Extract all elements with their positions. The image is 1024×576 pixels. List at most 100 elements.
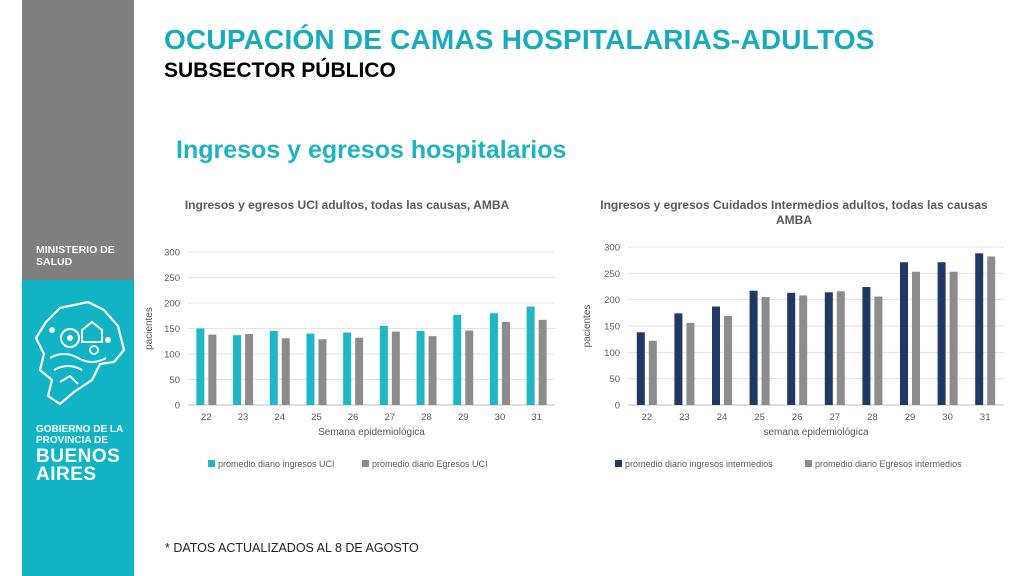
intermedios-y-tick-label: 100 (604, 348, 620, 359)
intermedios-bar-egresos (648, 340, 657, 405)
buenos-aires-label: BUENOS AIRES (36, 446, 121, 485)
uci-x-axis-label: Semana epidemiológica (318, 427, 425, 438)
gov-line-2: PROVINCIA DE (36, 435, 108, 446)
uci-x-tick-label: 29 (458, 412, 469, 423)
intermedios-bar-ingresos (674, 313, 683, 405)
intermedios-y-axis-label: pacientes (582, 305, 593, 348)
uci-y-tick-label: 200 (164, 299, 180, 310)
intermedios-x-tick-label: 30 (942, 412, 953, 423)
intermedios-x-tick-label: 26 (792, 412, 803, 423)
uci-x-tick-label: 26 (348, 412, 359, 423)
intermedios-bar-ingresos (749, 290, 758, 405)
intermedios-x-tick-label: 29 (905, 412, 916, 423)
intermedios-bar-ingresos (712, 306, 720, 405)
intermedios-bar-ingresos (862, 287, 871, 405)
ba-line-1: BUENOS (36, 446, 121, 467)
uci-bar-egresos (391, 331, 400, 405)
sidebar-gray-panel (22, 0, 134, 280)
intermedios-legend-label: promedio diario Egresos intermedios (815, 459, 962, 469)
ba-line-2: AIRES (36, 464, 97, 485)
uci-bar-ingresos (306, 333, 315, 405)
intermedios-y-tick-label: 250 (604, 269, 620, 280)
intermedios-bar-egresos (799, 295, 808, 405)
intermedios-bar-egresos (874, 296, 883, 405)
uci-y-tick-label: 300 (164, 248, 180, 259)
intermedios-legend-label: promedio diario ingresos intermedios (625, 459, 773, 469)
uci-y-tick-label: 50 (169, 375, 180, 386)
uci-x-tick-label: 24 (274, 412, 285, 423)
uci-bar-egresos (355, 337, 364, 405)
uci-bar-egresos (245, 334, 254, 405)
uci-bar-egresos (501, 321, 510, 405)
ministry-label: MINISTERIO DE SALUD (36, 244, 131, 268)
uci-x-tick-label: 30 (495, 412, 506, 423)
uci-bar-ingresos (343, 332, 352, 405)
intermedios-bar-ingresos (787, 292, 796, 405)
intermedios-x-axis-label: semana epidemiológica (763, 427, 869, 438)
gov-line-1: GOBIERNO DE LA (36, 424, 124, 435)
intermedios-y-tick-label: 50 (609, 374, 620, 385)
uci-x-tick-label: 25 (311, 412, 322, 423)
page-subtitle: SUBSECTOR PÚBLICO (164, 59, 396, 82)
uci-bar-ingresos (379, 325, 388, 405)
intermedios-bar-egresos (912, 271, 920, 405)
uci-legend-swatch (208, 460, 215, 467)
uci-bar-ingresos (416, 331, 425, 405)
intermedios-title: Ingresos y egresos Cuidados Intermedios … (600, 198, 988, 212)
uci-bar-egresos (318, 339, 327, 405)
uci-x-tick-label: 27 (385, 412, 396, 423)
intermedios-x-tick-label: 24 (717, 412, 728, 423)
ministry-line-2: SALUD (36, 256, 73, 268)
intermedios-bar-ingresos (900, 262, 908, 405)
uci-bar-ingresos (233, 335, 242, 405)
uci-bar-egresos (281, 338, 290, 405)
province-map-logo-icon (34, 300, 126, 406)
intermedios-x-tick-label: 23 (679, 412, 690, 423)
intermedios-y-tick-label: 200 (604, 295, 620, 306)
uci-x-tick-label: 22 (201, 412, 212, 423)
intermediate-care-bar-chart: Ingresos y egresos Cuidados Intermedios … (582, 198, 1004, 469)
intermedios-x-tick-label: 27 (830, 412, 841, 423)
intermedios-y-tick-label: 300 (604, 243, 620, 254)
uci-bar-egresos (538, 319, 547, 405)
intermedios-x-tick-label: 25 (754, 412, 765, 423)
ministry-line-1: MINISTERIO DE (36, 244, 115, 256)
intermedios-bar-egresos (949, 271, 958, 405)
uci-bar-ingresos (196, 328, 205, 405)
uci-y-tick-label: 0 (175, 401, 180, 412)
intermedios-title: AMBA (776, 213, 812, 227)
uci-bar-ingresos (526, 306, 535, 405)
intermedios-bar-egresos (987, 256, 996, 405)
uci-title: Ingresos y egresos UCI adultos, todas la… (185, 198, 510, 212)
uci-bar-egresos (465, 330, 474, 405)
uci-x-tick-label: 28 (421, 412, 432, 423)
intermedios-y-tick-label: 0 (615, 401, 620, 412)
intermedios-x-tick-label: 22 (642, 412, 653, 423)
uci-bar-ingresos (489, 313, 498, 405)
uci-bar-ingresos (453, 314, 462, 405)
page-title: OCUPACIÓN DE CAMAS HOSPITALARIAS-ADULTOS (164, 24, 875, 55)
uci-bar-egresos (208, 334, 217, 405)
section-title: Ingresos y egresos hospitalarios (176, 136, 567, 164)
intermedios-bar-egresos (686, 322, 695, 405)
uci-legend-label: promedio diario ingresos UCI (218, 459, 335, 469)
uci-x-tick-label: 31 (531, 412, 542, 423)
uci-y-tick-label: 250 (164, 273, 180, 284)
intermedios-y-tick-label: 150 (604, 322, 620, 333)
footnote: * DATOS ACTUALIZADOS AL 8 DE AGOSTO (165, 541, 419, 555)
intermedios-bar-ingresos (636, 332, 645, 405)
uci-bar-chart: Ingresos y egresos UCI adultos, todas la… (144, 198, 555, 469)
uci-y-axis-label: pacientes (144, 307, 155, 350)
intermedios-bar-egresos (724, 315, 732, 405)
intermedios-bar-egresos (836, 291, 845, 405)
intermedios-bar-ingresos (937, 262, 946, 405)
intermedios-legend-swatch (805, 460, 812, 467)
intermedios-x-tick-label: 28 (867, 412, 878, 423)
intermedios-bar-ingresos (824, 292, 833, 405)
government-label: GOBIERNO DE LA PROVINCIA DE (36, 424, 123, 446)
uci-x-tick-label: 23 (238, 412, 249, 423)
uci-bar-ingresos (269, 331, 278, 405)
uci-bar-egresos (428, 336, 437, 405)
uci-legend-label: promedio diario Egresos UCI (372, 459, 488, 469)
uci-y-tick-label: 150 (164, 324, 180, 335)
